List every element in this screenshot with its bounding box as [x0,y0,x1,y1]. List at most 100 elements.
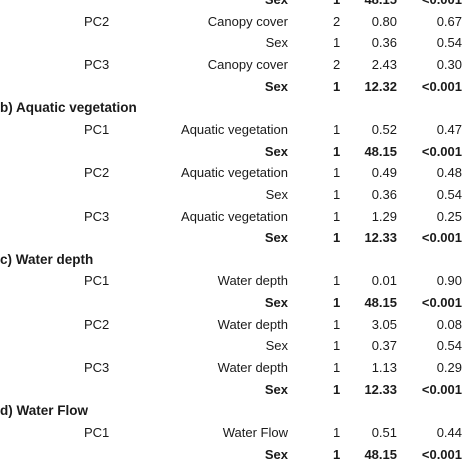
p-value-cell: 0.54 [436,186,462,202]
principal-component-cell: PC2 [84,13,110,29]
p-value-cell: <0.001 [421,230,462,246]
principal-component-cell: PC3 [84,56,110,72]
p-value-cell: 0.67 [436,13,462,29]
principal-component-cell: PC3 [84,360,110,376]
p-value-cell: 0.54 [436,35,462,51]
f-value-cell: 48.15 [364,446,397,462]
p-value-cell: <0.001 [421,295,462,311]
f-value-cell: 12.33 [364,230,397,246]
section-heading: c) Water depth [0,251,94,267]
df-cell: 2 [333,56,341,72]
f-value-cell: 12.33 [364,381,397,397]
f-value-cell: 0.37 [371,338,397,354]
table-row: Sex 1 48.15 <0.001 [0,444,474,465]
f-value-cell: 0.49 [371,165,397,181]
principal-component-cell: PC3 [84,208,110,224]
f-value-cell: 2.43 [371,56,397,72]
df-cell: 1 [333,316,341,332]
table-row: PC2 Water depth 1 3.05 0.08 [0,314,474,335]
table-row: PC2 Aquatic vegetation 1 0.49 0.48 [0,162,474,183]
variable-cell: Sex [264,230,288,246]
df-cell: 1 [333,0,340,10]
f-value-cell: 0.36 [371,186,397,202]
p-value-cell: 0.47 [436,121,462,137]
f-value-cell: 12.32 [364,78,397,94]
f-value-cell: 0.52 [371,121,397,137]
variable-cell: Canopy cover [207,13,288,29]
f-value-cell: 3.05 [371,316,397,332]
p-value-cell: 0.08 [436,316,462,332]
principal-component-cell: PC2 [84,316,110,332]
f-value-cell: 0.01 [371,273,397,289]
p-value-cell: 0.29 [436,360,462,376]
table-row: Sex 1 0.37 0.54 [0,335,474,356]
section-heading: d) Water Flow [0,403,88,419]
principal-component-cell: PC1 [84,273,110,289]
df-cell: 1 [333,360,341,376]
table-row: Sex 1 48.15 <0.001 [0,292,474,313]
table-row: Sex 1 12.33 <0.001 [0,379,474,400]
variable-cell: Aquatic vegetation [181,208,288,224]
table-row: PC1 Aquatic vegetation 1 0.52 0.47 [0,119,474,140]
p-value-cell: <0.001 [421,143,462,159]
df-cell: 1 [333,381,341,397]
table-row: PC3 Aquatic vegetation 1 1.29 0.25 [0,206,474,227]
variable-cell: Aquatic vegetation [181,165,288,181]
table-row: PC3 Water depth 1 1.13 0.29 [0,357,474,378]
p-value-cell: 0.44 [436,425,462,440]
table-row: PC2 Canopy cover 2 0.80 0.67 [0,11,474,32]
df-cell: 1 [333,165,341,181]
df-cell: 1 [333,338,341,354]
f-value-cell: 1.13 [371,360,397,376]
table-row: Sex 1 0.36 0.54 [0,32,474,53]
variable-cell: Sex [265,186,288,202]
p-value-cell: <0.001 [421,446,462,462]
f-value-cell: 0.36 [371,35,397,51]
df-cell: 1 [333,295,341,311]
df-cell: 1 [333,425,341,440]
table-row: Sex 1 0.36 0.54 [0,184,474,205]
df-cell: 1 [333,186,341,202]
f-value-cell: 48.15 [364,295,397,311]
f-value-cell: 0.80 [371,13,397,29]
table-row: PC3 Canopy cover 2 2.43 0.30 [0,54,474,75]
variable-cell: Sex [265,0,288,10]
p-value-cell: 0.25 [436,208,462,224]
variable-cell: Sex [264,381,288,397]
table-row: Sex 1 48.15 <0.001 [0,0,474,10]
df-cell: 1 [333,273,341,289]
variable-cell: Water Flow [222,425,288,440]
variable-cell: Sex [264,78,288,94]
variable-cell: Water depth [217,316,288,332]
variable-cell: Sex [265,338,288,354]
table-row: Sex 1 12.32 <0.001 [0,76,474,97]
principal-component-cell: PC1 [84,425,110,440]
principal-component-cell: PC2 [84,165,110,181]
df-cell: 1 [333,143,341,159]
df-cell: 1 [333,35,341,51]
p-value-cell: 0.30 [436,56,462,72]
f-value-cell: 48.15 [364,0,397,10]
table-row: Sex 1 12.33 <0.001 [0,227,474,248]
variable-cell: Sex [265,35,288,51]
p-value-cell: <0.001 [421,381,462,397]
df-cell: 1 [333,230,341,246]
table-row: PC1 Water Flow 1 0.51 0.44 [0,422,474,443]
df-cell: 2 [333,13,341,29]
variable-cell: Aquatic vegetation [181,121,288,137]
p-value-cell: <0.001 [422,0,462,10]
df-cell: 1 [333,446,341,462]
table-row: PC1 Water depth 1 0.01 0.90 [0,270,474,291]
variable-cell: Sex [264,143,288,159]
p-value-cell: <0.001 [421,78,462,94]
f-value-cell: 1.29 [371,208,397,224]
df-cell: 1 [333,121,341,137]
variable-cell: Water depth [217,360,288,376]
f-value-cell: 48.15 [364,143,397,159]
df-cell: 1 [333,78,341,94]
variable-cell: Canopy cover [207,56,288,72]
variable-cell: Water depth [217,273,288,289]
p-value-cell: 0.54 [436,338,462,354]
table-row: Sex 1 48.15 <0.001 [0,141,474,162]
